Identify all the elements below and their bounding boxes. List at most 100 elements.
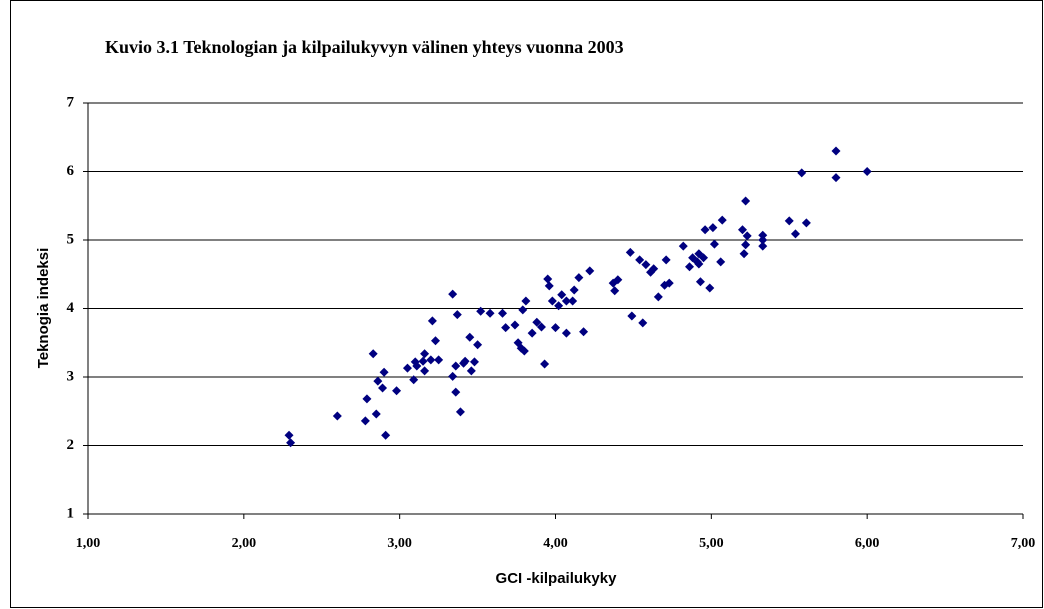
point [790,229,800,239]
point [466,366,476,376]
point [434,355,444,365]
point [554,301,564,311]
point [448,289,458,299]
point [420,366,430,376]
point [519,346,529,356]
y-tick-label: 2 [67,437,75,453]
point [371,409,381,419]
point [641,260,651,270]
point [379,367,389,377]
point [368,349,378,359]
point [625,247,635,257]
point [286,438,296,448]
point [742,231,752,241]
point [741,196,751,206]
point [569,285,579,295]
point [451,387,461,397]
point [568,296,578,306]
x-axis-label: GCI -kilpailukyky [496,570,618,587]
y-tick-label: 1 [67,505,75,521]
point [661,255,671,265]
point [332,411,342,421]
point [392,386,402,396]
chart-title: Kuvio 3.1 Teknologian ja kilpailukyvyn v… [105,37,624,57]
point [498,308,508,318]
point [561,328,571,338]
point [585,266,595,276]
point [547,296,557,306]
point [409,375,419,385]
point [402,363,412,373]
x-tick-label: 5,00 [699,536,724,551]
point [695,277,705,287]
point [543,274,553,284]
point [741,240,751,250]
point [700,225,710,235]
point [635,255,645,265]
point [862,167,872,176]
point [653,292,663,302]
y-tick-label: 5 [67,231,75,247]
point [709,239,719,249]
point [678,241,688,251]
point [420,349,430,359]
point [574,273,584,283]
point [649,264,659,274]
point [544,281,554,291]
point [476,306,486,316]
y-tick-label: 4 [67,300,75,316]
point [431,336,441,346]
point [527,328,537,338]
point [638,318,648,328]
point [452,310,462,320]
point [381,430,391,440]
x-tick-label: 3,00 [387,536,412,551]
y-tick-label: 3 [67,368,75,384]
y-tick-label: 7 [67,94,75,110]
point [716,257,726,267]
point [451,361,461,371]
y-tick-label: 6 [67,163,75,179]
point [540,359,550,369]
point [801,218,811,228]
x-tick-label: 7,00 [1011,536,1036,551]
point [579,327,589,337]
x-tick-label: 1,00 [76,536,101,551]
point [610,286,620,296]
point [360,416,370,426]
x-tick-label: 4,00 [543,536,568,551]
point [664,278,674,288]
point [521,296,531,306]
point [378,383,388,393]
point [465,332,475,342]
point [373,376,383,386]
point [518,305,528,315]
point [501,323,511,333]
point [699,253,709,263]
point [758,241,768,251]
point [418,356,428,366]
y-axis-label: Teknogia indeksi [35,248,52,369]
x-tick-label: 2,00 [232,536,257,551]
point [708,223,718,233]
point [694,259,704,269]
point [427,316,437,326]
point [784,216,794,226]
point [460,356,470,366]
point [284,430,294,440]
point [797,168,807,178]
point [536,322,546,332]
point [469,357,479,367]
point [758,230,768,240]
point [448,371,458,381]
point [557,290,567,300]
point [510,320,520,330]
point [694,249,704,259]
point [561,296,571,306]
point [758,235,768,245]
point [685,262,695,272]
point [412,361,422,371]
point [426,355,436,365]
